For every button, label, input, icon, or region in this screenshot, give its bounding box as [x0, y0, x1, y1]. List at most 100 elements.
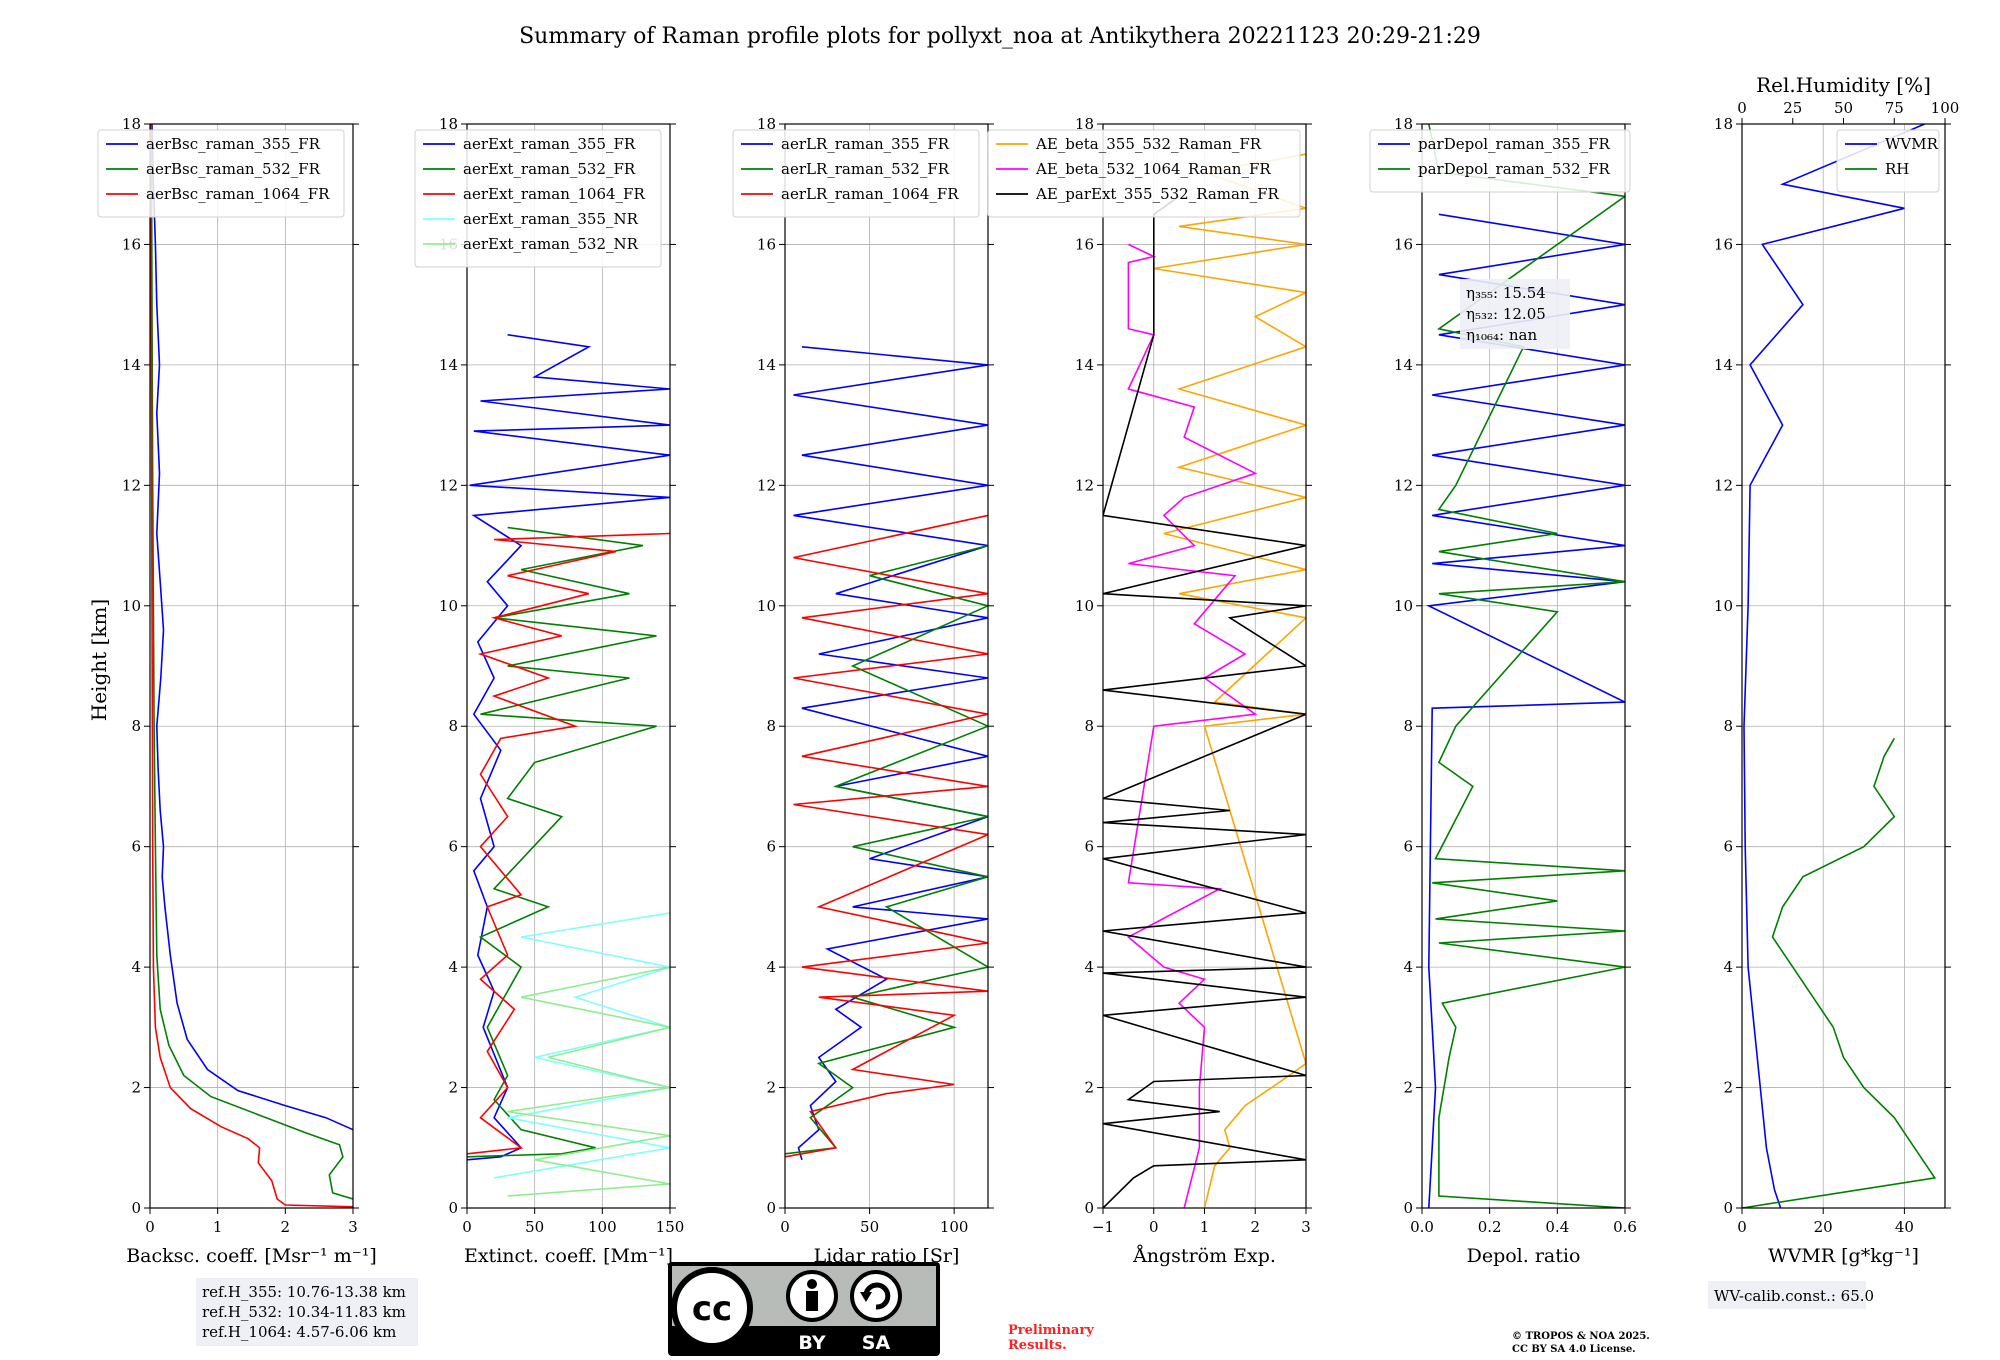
series-line-2 [467, 526, 657, 1158]
series-line-4 [493, 912, 670, 1179]
legend-entry: aerExt_raman_1064_FR [463, 185, 645, 203]
x-tick-label: 1 [213, 1218, 223, 1236]
top-x-tick-label: 0 [1737, 99, 1747, 117]
y-tick-label: 4 [1403, 958, 1413, 976]
x-tick-label: 0 [145, 1218, 155, 1236]
y-tick-label: 14 [1714, 356, 1733, 374]
y-tick-label: 18 [439, 115, 458, 133]
y-axis-label: Height [km] [87, 599, 111, 721]
y-tick-label: 16 [1075, 235, 1094, 253]
y-tick-label: 8 [448, 717, 458, 735]
legend: aerLR_raman_355_FR aerLR_raman_532_FR aerL… [732, 129, 980, 218]
y-tick-label: 0 [766, 1199, 776, 1217]
axes-frame [149, 123, 354, 1209]
legend-entry: AE_beta_532_1064_Raman_FR [1035, 160, 1271, 178]
y-tick-label: 14 [1075, 356, 1094, 374]
series-line-3 [785, 514, 988, 1158]
reference-heights-box: ref.H_355: 10.76-13.38 km ref.H_532: 10.… [196, 1278, 418, 1346]
preliminary-line-1: Preliminary [1008, 1323, 1094, 1338]
legend-entry: parDepol_raman_355_FR [1418, 135, 1611, 153]
legend: AE_beta_355_532_Raman_FR AE_beta_532_1064… [987, 129, 1301, 218]
axes-frame [466, 123, 671, 1209]
x-tick-label: 40 [1895, 1218, 1914, 1236]
y-tick-label: 2 [1084, 1079, 1094, 1097]
x-tick-label: 2 [1250, 1218, 1260, 1236]
series-group [1103, 153, 1306, 1208]
y-tick-label: 0 [448, 1199, 458, 1217]
top-x-tick-label: 50 [1834, 99, 1853, 117]
annotation-box [1460, 279, 1570, 349]
y-tick-label: 10 [757, 597, 776, 615]
y-tick-label: 14 [439, 356, 458, 374]
x-tick-label: 0 [1737, 1218, 1747, 1236]
x-tick-label: 0.2 [1478, 1218, 1502, 1236]
series-line-3 [150, 124, 353, 1208]
y-tick-label: 10 [439, 597, 458, 615]
y-tick-label: 16 [1394, 235, 1413, 253]
series-group [467, 334, 670, 1197]
panel-2: 024681012141618050100150Extinct. coeff. … [414, 115, 685, 1267]
annotation-line: η₅₃₂: 12.05 [1466, 305, 1546, 323]
y-tick-label: 8 [131, 717, 141, 735]
x-tick-label: 1 [1200, 1218, 1210, 1236]
series-line-1 [467, 334, 670, 1161]
series-line-1 [1426, 213, 1625, 1208]
legend-entry: aerLR_raman_1064_FR [781, 185, 959, 203]
series-line-3 [467, 532, 670, 1155]
y-tick-label: 12 [1714, 476, 1733, 494]
y-tick-label: 6 [1084, 838, 1094, 856]
y-tick-label: 8 [766, 717, 776, 735]
y-tick-label: 18 [1394, 115, 1413, 133]
copyright-line-1: © TROPOS & NOA 2025. [1512, 1331, 1650, 1342]
axes-frame [784, 123, 989, 1209]
cc-sa-label: SA [862, 1332, 891, 1354]
cc-by-label: BY [798, 1332, 825, 1354]
cc-license-badge: cc BY SA [668, 1262, 940, 1356]
y-tick-label: 6 [1723, 838, 1733, 856]
legend-box [1836, 129, 1940, 193]
axes-frame [1741, 123, 1946, 1209]
y-tick-label: 10 [1075, 597, 1094, 615]
preliminary-line-2: Results. [1008, 1338, 1067, 1353]
annotation-line: η₃₅₅: 15.54 [1466, 284, 1546, 302]
y-tick-label: 8 [1723, 717, 1733, 735]
legend-entry: aerBsc_raman_355_FR [146, 135, 321, 153]
x-axis-label: Backsc. coeff. [Msr⁻¹ m⁻¹] [126, 1245, 377, 1267]
y-tick-label: 14 [122, 356, 141, 374]
x-tick-label: 150 [656, 1218, 685, 1236]
y-tick-label: 18 [1714, 115, 1733, 133]
y-tick-label: 0 [131, 1199, 141, 1217]
y-tick-label: 4 [448, 958, 458, 976]
cc-logo-icon [671, 1267, 753, 1349]
legend-entry: AE_beta_355_532_Raman_FR [1035, 135, 1262, 153]
x-tick-label: 0.6 [1613, 1218, 1637, 1236]
legend-entry: parDepol_raman_532_FR [1418, 160, 1611, 178]
series-line-2 [1428, 124, 1625, 1208]
x-tick-label: 0.4 [1545, 1218, 1569, 1236]
y-tick-label: 2 [448, 1079, 458, 1097]
x-tick-label: 0 [1149, 1218, 1159, 1236]
legend-entry: aerLR_raman_355_FR [781, 135, 950, 153]
y-tick-label: 16 [757, 235, 776, 253]
depol-eta-annotation: η₃₅₅: 15.54 η₅₃₂: 12.05 η₁₀₆₄: nan [1460, 279, 1570, 349]
ref-height-532: ref.H_532: 10.34-11.83 km [202, 1303, 406, 1321]
legend-box [732, 129, 980, 218]
x-tick-label: 50 [525, 1218, 544, 1236]
legend-box [97, 129, 345, 218]
series-line-1 [1153, 153, 1306, 1208]
x-axis-label: Lidar ratio [Sr] [814, 1245, 960, 1267]
series-line-1 [151, 124, 353, 1131]
series-line-2 [785, 544, 988, 1155]
y-tick-label: 6 [131, 838, 141, 856]
ref-height-1064: ref.H_1064: 4.57-6.06 km [202, 1323, 396, 1341]
legend: WVMR RH [1836, 129, 1940, 193]
legend-entry: aerBsc_raman_532_FR [146, 160, 321, 178]
legend-entry: aerLR_raman_532_FR [781, 160, 950, 178]
x-axis-label: WVMR [g*kg⁻¹] [1768, 1245, 1919, 1267]
legend-entry: aerExt_raman_355_FR [463, 135, 636, 153]
y-tick-label: 12 [439, 476, 458, 494]
legend-entry: WVMR [1885, 135, 1939, 153]
series-group [785, 346, 988, 1161]
ref-height-355: ref.H_355: 10.76-13.38 km [202, 1283, 406, 1301]
